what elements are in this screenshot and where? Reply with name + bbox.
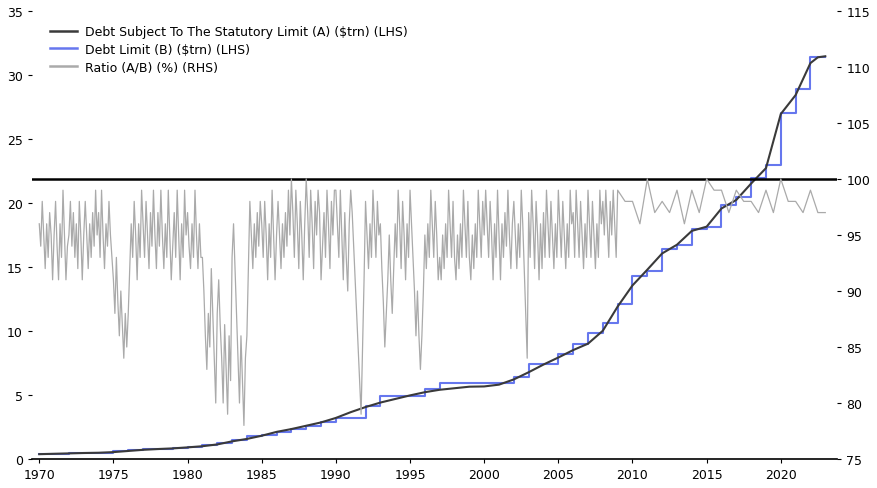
Legend: Debt Subject To The Statutory Limit (A) ($trn) (LHS), Debt Limit (B) ($trn) (LHS: Debt Subject To The Statutory Limit (A) …: [46, 22, 411, 78]
